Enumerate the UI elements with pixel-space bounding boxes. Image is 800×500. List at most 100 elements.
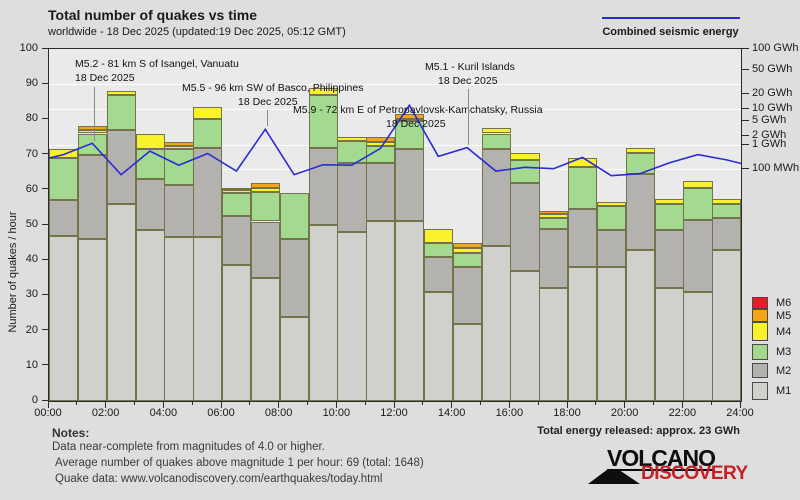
y-left-tick-label: 80 (25, 112, 38, 125)
bar-segment-m3-h2 (106, 94, 136, 130)
y-left-tick (42, 47, 48, 49)
logo-word-volcano: VOLCANO (607, 445, 716, 471)
x-tick (393, 401, 395, 408)
annotation-text-2: M5.9 - 72 km E of Petropavlovsk-Kamchats… (293, 104, 543, 116)
bar-segment-m4-h23 (712, 198, 742, 204)
legend-label-m2: M2 (776, 364, 792, 377)
bar-segment-m1-h7 (250, 277, 281, 401)
bar-segment-m1-h20 (625, 249, 655, 401)
bar-segment-m1-h14 (452, 323, 482, 401)
y-left-tick-label: 60 (25, 182, 38, 195)
legend-swatch-m2 (752, 363, 768, 378)
note-line-3: Quake data: www.volcanodiscovery.com/ear… (55, 473, 383, 485)
legend-swatch-m6 (752, 297, 768, 309)
bar-segment-m2-h11 (366, 163, 396, 222)
bar-segment-m2-h0 (49, 200, 79, 236)
bar-segment-m3-h16 (510, 159, 540, 183)
x-tick (595, 401, 597, 405)
y-left-tick-label: 40 (25, 253, 38, 266)
bar-segment-m2-h1 (77, 154, 108, 240)
plot-area (48, 48, 742, 402)
y-left-tick (42, 364, 48, 366)
bar-segment-m1-h16 (510, 270, 540, 401)
bar-segment-m1-h12 (395, 221, 425, 401)
bar-segment-m3-h3 (135, 149, 165, 180)
x-tick (76, 401, 78, 405)
legend-swatch-m1 (752, 382, 768, 400)
legend-label-m3: M3 (776, 346, 792, 358)
annotation-text-0: M5.2 - 81 km S of Isangel, Vanuatu (75, 58, 239, 70)
bar-segment-m2-h7 (250, 221, 281, 278)
x-tick (47, 401, 49, 408)
x-tick (624, 401, 626, 408)
bar-segment-m3-h7 (250, 191, 281, 222)
y-right-tick (742, 47, 749, 49)
y-right-tick-label: 100 MWh (752, 162, 800, 174)
annotation-date-0: 18 Dec 2025 (75, 72, 135, 84)
bar-segment-m2-h20 (625, 173, 655, 250)
bar-segment-m1-h10 (337, 232, 367, 401)
bar-segment-m3-h13 (423, 242, 454, 257)
bar-segment-m2-h4 (164, 184, 194, 238)
bar-segment-m1-h8 (279, 316, 309, 401)
bar-segment-m1-h21 (654, 288, 684, 401)
bar-segment-m3-h15 (481, 133, 511, 150)
bar-segment-m4-h1 (77, 129, 108, 134)
y-right-tick-label: 100 GWh (752, 42, 799, 54)
y-left-tick (42, 153, 48, 155)
bar-segment-m4-h19 (596, 202, 627, 206)
bar-segment-m3-h18 (568, 166, 598, 210)
y-right-tick (742, 134, 749, 136)
y-left-tick (42, 329, 48, 331)
bar-segment-m3-h10 (337, 140, 367, 164)
x-tick (739, 401, 741, 408)
x-tick (480, 401, 481, 405)
y-right-tick-label: 50 GWh (752, 63, 793, 75)
bar-segment-m4-h11 (366, 142, 396, 146)
bar-segment-m4-h9 (308, 87, 338, 95)
y-right-tick (742, 92, 749, 94)
bar-segment-m1-h0 (49, 235, 79, 401)
total-energy-text: Total energy released: approx. 23 GWh (537, 425, 740, 437)
x-tick (134, 401, 135, 405)
legend-label-m6: M6 (776, 297, 792, 309)
bar-segment-m2-h22 (683, 219, 713, 292)
bar-segment-m1-h19 (596, 267, 627, 401)
y-right-tick-label: 2 GWh (752, 129, 787, 141)
bar-segment-m4-h16 (510, 152, 540, 160)
y-left-tick-label: 20 (25, 323, 38, 336)
y-right-tick (742, 119, 749, 121)
bar-segment-m3-h9 (308, 94, 338, 148)
x-tick (162, 401, 164, 408)
bar-segment-m4-h22 (683, 181, 713, 189)
bar-segment-m1-h4 (164, 237, 194, 401)
energy-line-swatch (602, 17, 740, 19)
bar-segment-m2-h23 (712, 217, 742, 250)
bar-segment-m3-h4 (164, 149, 194, 185)
bar-segment-m4-h14 (452, 247, 482, 254)
x-tick-label: 10:00 (322, 407, 351, 419)
bar-segment-m5-h7 (250, 182, 281, 189)
y-left-tick (42, 188, 48, 190)
bar-segment-m1-h11 (366, 221, 396, 401)
annotation-text-3: M5.1 - Kuril Islands (425, 61, 515, 73)
bar-segment-m3-h17 (539, 217, 569, 229)
bar-segment-m1-h15 (481, 246, 511, 401)
y-left-tick (42, 399, 48, 401)
y-right-tick (742, 68, 749, 70)
x-tick (422, 401, 424, 405)
x-tick-label: 18:00 (553, 407, 581, 419)
bar-segment-m1-h6 (222, 265, 252, 401)
energy-line (49, 103, 741, 177)
bar-segment-m5-h14 (452, 242, 482, 248)
bar-segment-m4-h6 (222, 189, 252, 194)
y-right-tick-label: 10 GWh (752, 102, 793, 114)
bar-segment-m3-h6 (222, 193, 252, 217)
x-tick (220, 401, 222, 408)
y-left-tick (42, 223, 48, 225)
legend-swatch-m4 (752, 322, 768, 341)
bar-segment-m1-h5 (193, 237, 223, 401)
y-left-tick-label: 30 (25, 288, 38, 301)
y-left-tick (42, 82, 48, 84)
